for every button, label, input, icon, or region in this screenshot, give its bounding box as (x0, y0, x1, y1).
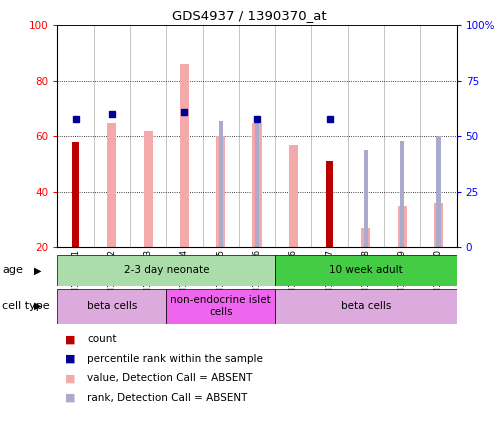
Text: percentile rank within the sample: percentile rank within the sample (87, 354, 263, 364)
Bar (436, 137, 441, 247)
Text: ▶: ▶ (34, 301, 41, 311)
Text: beta cells: beta cells (341, 301, 391, 311)
Bar (361, 228, 370, 247)
Bar (434, 203, 443, 247)
Bar (180, 64, 189, 247)
Text: non-endocrine islet
cells: non-endocrine islet cells (170, 295, 271, 317)
Bar (252, 123, 261, 247)
Text: ■: ■ (65, 393, 75, 403)
Text: ■: ■ (65, 334, 75, 344)
Bar (72, 142, 79, 247)
Bar (326, 162, 333, 247)
Bar (57, 289, 166, 324)
Text: GDS4937 / 1390370_at: GDS4937 / 1390370_at (172, 9, 327, 22)
Bar (398, 206, 407, 247)
Bar (144, 131, 153, 247)
Text: ■: ■ (65, 354, 75, 364)
Bar (275, 289, 457, 324)
Text: rank, Detection Call = ABSENT: rank, Detection Call = ABSENT (87, 393, 248, 403)
Bar (275, 255, 457, 286)
Bar (364, 150, 368, 247)
Text: count: count (87, 334, 117, 344)
Text: cell type: cell type (2, 301, 50, 311)
Bar (57, 255, 275, 286)
Text: ▶: ▶ (34, 265, 41, 275)
Text: age: age (2, 265, 23, 275)
Text: value, Detection Call = ABSENT: value, Detection Call = ABSENT (87, 373, 252, 383)
Bar (219, 121, 223, 247)
Bar (107, 123, 116, 247)
Text: beta cells: beta cells (87, 301, 137, 311)
Bar (400, 141, 404, 247)
Text: 10 week adult: 10 week adult (329, 265, 403, 275)
Bar (166, 289, 275, 324)
Bar (255, 118, 259, 247)
Bar (289, 145, 298, 247)
Bar (216, 137, 225, 247)
Text: 2-3 day neonate: 2-3 day neonate (124, 265, 209, 275)
Text: ■: ■ (65, 373, 75, 383)
